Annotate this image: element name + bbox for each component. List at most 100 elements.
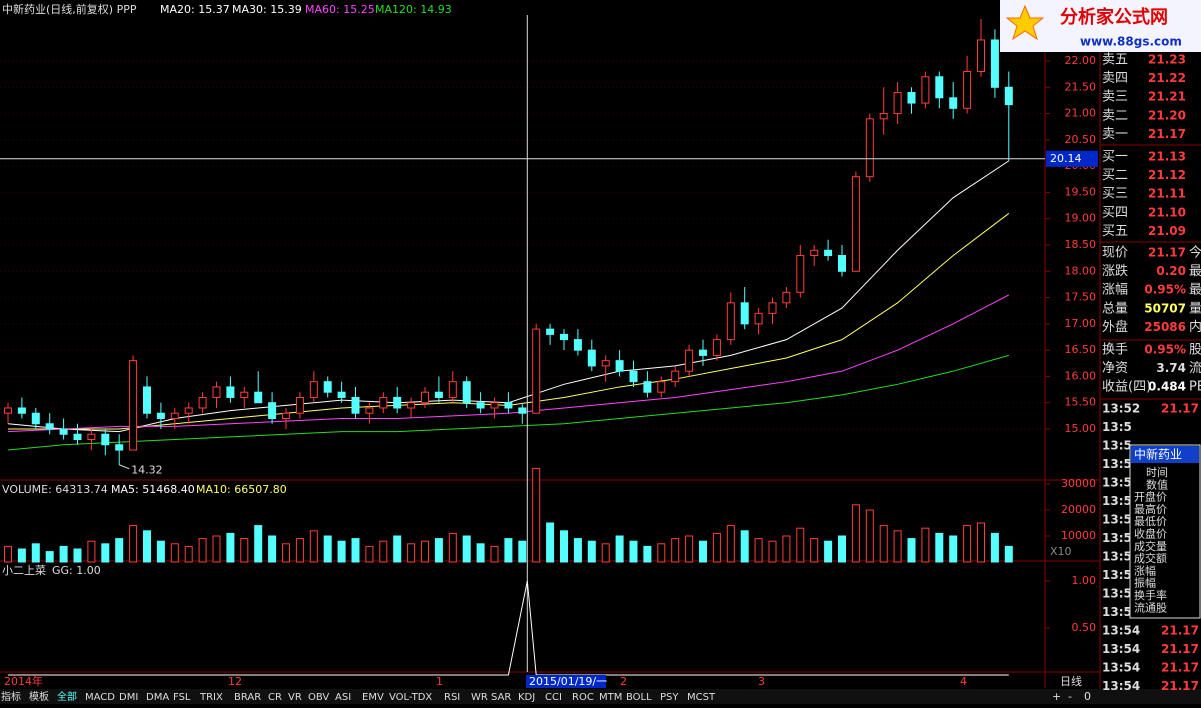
volume-label: MA5: 51468.40 xyxy=(111,483,195,496)
candle-body xyxy=(212,386,221,398)
volume-label: MA10: 66507.80 xyxy=(196,483,287,496)
quote-suffix: 最 xyxy=(1189,264,1201,279)
quote-suffix: 内 xyxy=(1189,319,1201,335)
indicator-tab[interactable]: VR xyxy=(288,692,302,703)
indicator-tab[interactable]: CR xyxy=(268,692,282,703)
candle-body xyxy=(448,381,457,398)
indicator-tab[interactable]: KDJ xyxy=(518,692,535,703)
quote-value: 25086 xyxy=(1144,320,1186,334)
logo-star xyxy=(1005,4,1045,41)
candle-body xyxy=(101,433,110,446)
order-price: 21.10 xyxy=(1148,205,1186,219)
indicator-tab[interactable]: MTM xyxy=(599,692,622,703)
volume-bar xyxy=(87,540,96,563)
volume-bar xyxy=(685,535,694,563)
quote-label: 收益(四) xyxy=(1102,380,1151,395)
volume-bar xyxy=(462,535,471,563)
quote-value: 0.95% xyxy=(1144,343,1186,357)
quote-value: 50707 xyxy=(1144,301,1186,315)
tick-time: 13:5 xyxy=(1102,513,1132,527)
candle-body xyxy=(184,407,193,414)
zoom-button[interactable]: 0 xyxy=(1084,690,1091,703)
candle-body xyxy=(143,386,151,414)
volume-unit: X10 xyxy=(1050,545,1072,558)
candle-body xyxy=(379,396,388,409)
popup-item: 换手率 xyxy=(1134,588,1167,602)
indicator-tab[interactable]: DMI xyxy=(119,692,138,703)
candle-body xyxy=(726,302,735,341)
indicator-tab[interactable]: PSY xyxy=(660,692,679,703)
candle-body xyxy=(254,391,263,404)
candle-body xyxy=(1004,86,1013,106)
volume-bar xyxy=(323,535,332,563)
indicator-tab[interactable]: OBV xyxy=(308,692,329,703)
volume-label: VOLUME: 64313.74 xyxy=(2,483,108,496)
quote-suffix: 股 xyxy=(1189,343,1201,358)
volume-bar xyxy=(129,525,138,563)
indicator-tab[interactable]: 指标 xyxy=(1,690,21,703)
date-label: 2014年 xyxy=(4,674,43,688)
candle-body xyxy=(768,302,777,314)
candle-body xyxy=(601,360,610,367)
quote-label: 总量 xyxy=(1102,301,1128,316)
ma-label: MA30: 15.39 xyxy=(232,3,302,16)
candle-body xyxy=(977,39,985,73)
candle-body xyxy=(351,396,360,414)
chart-title: 中新药业(日线,前复权) PPP xyxy=(2,2,137,16)
candle-body xyxy=(921,76,930,104)
tick-time: 13:5 xyxy=(1102,420,1132,434)
volume-tick-label: 10000 xyxy=(1061,529,1096,542)
indicator-tab[interactable]: RSI xyxy=(444,692,460,703)
indicator-tab[interactable]: WR xyxy=(471,692,488,703)
candle-body xyxy=(615,360,624,372)
candle-body xyxy=(851,176,860,272)
order-price: 21.20 xyxy=(1148,108,1186,122)
volume-bar xyxy=(73,548,82,563)
indicator-tab[interactable]: DMA xyxy=(146,692,169,703)
candle-body xyxy=(295,396,304,414)
volume-bar xyxy=(59,545,68,563)
candle-body xyxy=(59,428,68,435)
price-tick-label: 21.50 xyxy=(1065,80,1097,93)
zoom-button[interactable]: + xyxy=(1052,690,1061,703)
indicator-tab[interactable]: BOLL xyxy=(626,692,652,703)
volume-bar xyxy=(45,551,54,563)
indicator-tab[interactable]: SAR xyxy=(491,692,511,703)
candle-body xyxy=(560,333,568,341)
popup-item: 最高价 xyxy=(1134,502,1167,516)
indicator-tab[interactable]: TRIX xyxy=(199,692,223,703)
volume-bar xyxy=(309,530,318,563)
order-price: 21.22 xyxy=(1148,71,1186,85)
indicator-tab[interactable]: CCI xyxy=(545,692,562,703)
volume-bar xyxy=(1004,545,1013,563)
ma-line xyxy=(7,354,1009,451)
indicator-tab[interactable]: ASI xyxy=(335,692,351,703)
zoom-button[interactable]: - xyxy=(1068,690,1072,703)
volume-bar xyxy=(963,525,972,563)
candle-body xyxy=(782,291,791,304)
tick-time: 13:54 xyxy=(1102,661,1140,675)
volume-bar xyxy=(4,545,12,563)
indicator-tab[interactable]: 全部 xyxy=(57,690,77,703)
candle-body xyxy=(73,433,82,441)
order-price: 21.11 xyxy=(1148,187,1186,201)
volume-bar xyxy=(740,530,749,563)
indicator-tab[interactable]: 模板 xyxy=(29,690,49,703)
logo-title: 分析家公式网 xyxy=(1060,6,1168,28)
volume-bar xyxy=(587,540,596,563)
indicator-tab[interactable]: EMV xyxy=(362,692,384,703)
indicator-tab[interactable]: BRAR xyxy=(234,692,261,703)
period-label[interactable]: 日线 xyxy=(1060,674,1082,688)
indicator-tab[interactable]: FSL xyxy=(173,692,191,703)
popup-item: 成交量 xyxy=(1134,539,1167,553)
indicator-tab[interactable]: ROC xyxy=(572,692,594,703)
volume-bar xyxy=(351,538,360,563)
indicator-tab[interactable]: VOL-TDX xyxy=(389,692,432,703)
candle-body xyxy=(309,381,318,398)
crosshair-value-box xyxy=(1046,150,1098,167)
indicator-tab[interactable]: MACD xyxy=(85,692,115,703)
indicator-tab[interactable]: MCST xyxy=(687,692,716,703)
volume-bar xyxy=(282,543,290,563)
